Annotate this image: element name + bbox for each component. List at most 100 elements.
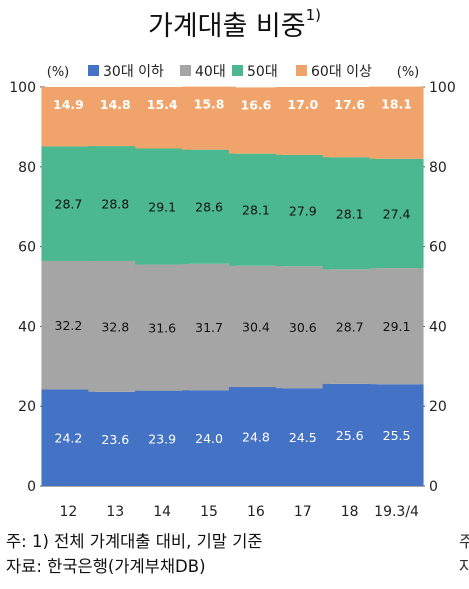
data-label: 31.6: [148, 321, 176, 336]
bar-segment: [88, 87, 143, 147]
data-label: 27.4: [383, 206, 411, 221]
data-label: 17.0: [287, 97, 318, 112]
y-tick-label-left: 100: [9, 80, 36, 96]
data-label: 29.1: [148, 200, 176, 215]
title-footnote-marker: 1): [305, 6, 322, 24]
clipped-source-char: 자: [459, 557, 469, 576]
data-label: 15.4: [147, 97, 178, 112]
title-text: 가계대출 비중: [147, 11, 306, 42]
bar-segment: [369, 384, 424, 486]
bar-segment: [41, 389, 96, 486]
bar-segment: [41, 260, 96, 390]
y-tick-label-right: 80: [429, 160, 447, 176]
bar-segment: [369, 268, 424, 385]
bar-segment: [135, 264, 190, 391]
bar-segment: [228, 87, 283, 154]
y-tick-label-right: 40: [429, 319, 447, 335]
x-tick-label: 13: [106, 504, 124, 520]
y-tick-label-right: 0: [429, 479, 438, 495]
bar-segment: [228, 265, 283, 388]
data-label: 28.7: [55, 197, 83, 212]
bar-segment: [88, 146, 143, 261]
y-tick-label-left: 40: [18, 319, 36, 335]
data-label: 27.9: [289, 203, 317, 218]
bar-segment: [275, 266, 330, 389]
data-label: 15.8: [194, 97, 225, 112]
x-tick-label: 12: [60, 504, 78, 520]
y-unit-right: (%): [397, 65, 420, 80]
data-label: 28.1: [336, 206, 364, 221]
data-label: 30.4: [242, 319, 270, 334]
legend-label: 40대: [195, 64, 226, 80]
y-tick-label-right: 100: [429, 80, 456, 96]
bar-segment: [182, 390, 237, 486]
y-tick-label-right: 20: [429, 399, 447, 415]
data-label: 28.1: [242, 203, 270, 218]
data-label: 24.2: [55, 431, 83, 446]
data-label: 30.6: [289, 320, 317, 335]
bar-segment: [182, 263, 237, 391]
y-tick-label-left: 20: [18, 399, 36, 415]
data-label: 31.7: [195, 320, 223, 335]
bar-segment: [369, 158, 424, 269]
x-tick-label: 19.3/4: [374, 504, 419, 520]
y-tick-label-left: 60: [18, 240, 36, 256]
bar-segment: [182, 86, 237, 150]
bar-segment: [182, 149, 237, 264]
legend-swatch: [296, 65, 307, 76]
bar-segment: [322, 383, 377, 486]
data-label: 28.6: [195, 200, 223, 215]
y-tick-label-right: 60: [429, 240, 447, 256]
data-label: 24.0: [195, 431, 223, 446]
data-label: 24.8: [242, 430, 270, 445]
x-tick-label: 15: [200, 504, 218, 520]
bar-segment: [41, 87, 96, 147]
x-tick-label: 18: [341, 504, 359, 520]
bar-segment: [275, 388, 330, 486]
legend-label: 60대 이상: [311, 64, 372, 80]
data-label: 24.5: [289, 430, 317, 445]
legend-label: 30대 이하: [103, 64, 164, 80]
source-note: 자료: 한국은행(가계부채DB): [6, 557, 206, 576]
y-unit-left: (%): [47, 65, 70, 80]
legend-swatch: [180, 65, 191, 76]
bar-segment: [275, 87, 330, 155]
data-label: 29.1: [383, 319, 411, 334]
data-label: 14.9: [53, 97, 84, 112]
legend-label: 50대: [247, 64, 278, 80]
stacked-bar-chart: 0 0 20 20 40 40 60 60 80 80 100 100 (%) (%) 30대 이하 40대 5…: [9, 64, 456, 520]
data-label: 14.8: [100, 97, 131, 112]
bar-segment: [322, 269, 377, 384]
bar-segment: [135, 148, 190, 265]
bar-segment: [135, 87, 190, 149]
bar-segment: [369, 86, 424, 159]
bar-segment: [135, 390, 190, 486]
data-label: 18.1: [381, 97, 412, 112]
bar-segment: [88, 260, 143, 392]
data-label: 23.9: [148, 431, 176, 446]
data-label: 28.7: [336, 320, 364, 335]
data-label: 23.6: [101, 432, 129, 447]
x-tick-label: 17: [294, 504, 312, 520]
chart-title: 가계대출 비중1): [0, 4, 469, 43]
x-tick-label: 14: [153, 504, 171, 520]
data-label: 25.6: [336, 428, 364, 443]
data-label: 32.2: [55, 318, 83, 333]
footnote: 주: 1) 전체 가계대출 대비, 기말 기준: [6, 532, 263, 551]
bar-segment: [322, 87, 377, 158]
bar-segment: [88, 391, 143, 486]
bar-segment: [322, 157, 377, 270]
legend-swatch: [88, 65, 99, 76]
legend-swatch: [232, 65, 243, 76]
bar-segment: [228, 387, 283, 486]
data-label: 25.5: [383, 428, 411, 443]
data-label: 17.6: [334, 97, 365, 112]
bar-segment: [41, 146, 96, 261]
data-label: 32.8: [101, 319, 129, 334]
y-tick-label-left: 0: [27, 479, 36, 495]
clipped-footnote-char: 주: [459, 532, 469, 551]
data-label: 28.8: [101, 197, 129, 212]
y-tick-label-left: 80: [18, 160, 36, 176]
data-label: 16.6: [241, 97, 272, 112]
bar-segment: [228, 153, 283, 266]
